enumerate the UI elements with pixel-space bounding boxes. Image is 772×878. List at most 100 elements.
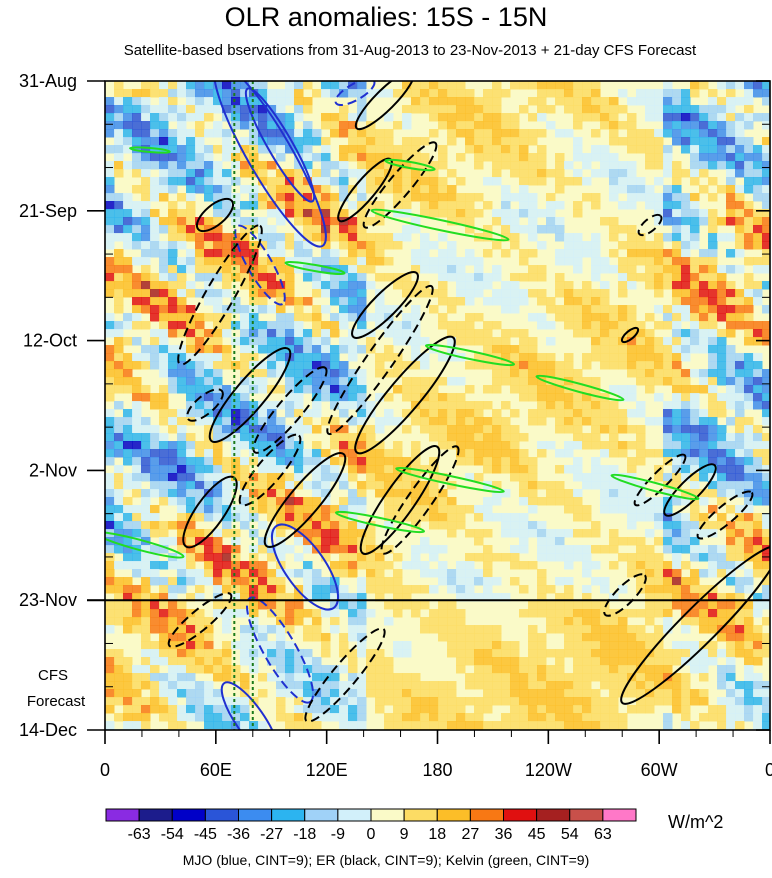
field-cell: [708, 137, 718, 146]
field-cell: [177, 561, 187, 570]
field-cell: [456, 113, 466, 122]
field-cell: [510, 305, 520, 314]
field-cell: [114, 585, 124, 594]
field-cell: [276, 497, 286, 506]
field-cell: [663, 217, 673, 226]
field-cell: [555, 497, 565, 506]
field-cell: [357, 641, 367, 650]
field-cell: [555, 721, 565, 730]
field-cell: [132, 145, 142, 154]
field-cell: [645, 689, 655, 698]
field-cell: [483, 497, 493, 506]
field-cell: [114, 385, 124, 394]
field-cell: [393, 577, 403, 586]
field-cell: [285, 681, 295, 690]
field-cell: [564, 641, 574, 650]
field-cell: [672, 409, 682, 418]
field-cell: [717, 137, 727, 146]
field-cell: [105, 193, 115, 202]
field-cell: [663, 577, 673, 586]
field-cell: [105, 585, 115, 594]
field-cell: [735, 321, 745, 330]
field-cell: [375, 233, 385, 242]
field-cell: [276, 241, 286, 250]
field-cell: [330, 561, 340, 570]
field-cell: [429, 81, 439, 90]
field-cell: [348, 697, 358, 706]
field-cell: [222, 617, 232, 626]
field-cell: [492, 289, 502, 298]
field-cell: [213, 649, 223, 658]
field-cell: [438, 201, 448, 210]
field-cell: [258, 321, 268, 330]
field-cell: [303, 465, 313, 474]
field-cell: [204, 489, 214, 498]
field-cell: [276, 265, 286, 274]
field-cell: [195, 153, 205, 162]
field-cell: [114, 249, 124, 258]
field-cell: [492, 665, 502, 674]
field-cell: [285, 657, 295, 666]
x-tick-label: 0: [100, 760, 110, 780]
field-cell: [636, 369, 646, 378]
field-cell: [627, 273, 637, 282]
field-cell: [339, 481, 349, 490]
field-cell: [438, 209, 448, 218]
field-cell: [294, 713, 304, 722]
field-cell: [609, 225, 619, 234]
field-cell: [276, 337, 286, 346]
field-cell: [483, 329, 493, 338]
field-cell: [510, 553, 520, 562]
field-cell: [222, 489, 232, 498]
field-cell: [753, 529, 763, 538]
field-cell: [762, 121, 770, 130]
field-cell: [123, 577, 133, 586]
field-cell: [132, 305, 142, 314]
field-cell: [627, 233, 637, 242]
field-cell: [123, 377, 133, 386]
field-cell: [393, 337, 403, 346]
field-cell: [321, 241, 331, 250]
field-cell: [456, 425, 466, 434]
field-cell: [456, 401, 466, 410]
field-cell: [231, 601, 241, 610]
field-cell: [411, 705, 421, 714]
field-cell: [393, 641, 403, 650]
field-cell: [285, 441, 295, 450]
field-cell: [249, 489, 259, 498]
field-cell: [681, 281, 691, 290]
field-cell: [132, 593, 142, 602]
field-cell: [213, 417, 223, 426]
field-cell: [483, 281, 493, 290]
field-cell: [537, 641, 547, 650]
field-cell: [708, 209, 718, 218]
field-cell: [276, 177, 286, 186]
field-cell: [708, 121, 718, 130]
field-cell: [744, 185, 754, 194]
field-cell: [528, 369, 538, 378]
field-cell: [114, 81, 124, 90]
field-cell: [285, 649, 295, 658]
field-cell: [195, 161, 205, 170]
field-cell: [474, 409, 484, 418]
field-cell: [195, 505, 205, 514]
field-cell: [564, 625, 574, 634]
field-cell: [600, 145, 610, 154]
field-cell: [384, 521, 394, 530]
field-cell: [276, 417, 286, 426]
field-cell: [420, 137, 430, 146]
field-cell: [339, 113, 349, 122]
field-cell: [123, 281, 133, 290]
field-cell: [141, 681, 151, 690]
field-cell: [114, 193, 124, 202]
field-cell: [690, 457, 700, 466]
field-cell: [672, 225, 682, 234]
field-cell: [132, 257, 142, 266]
field-cell: [411, 345, 421, 354]
field-cell: [114, 161, 124, 170]
field-cell: [708, 617, 718, 626]
field-cell: [186, 505, 196, 514]
field-cell: [267, 353, 277, 362]
field-cell: [357, 617, 367, 626]
field-cell: [753, 433, 763, 442]
